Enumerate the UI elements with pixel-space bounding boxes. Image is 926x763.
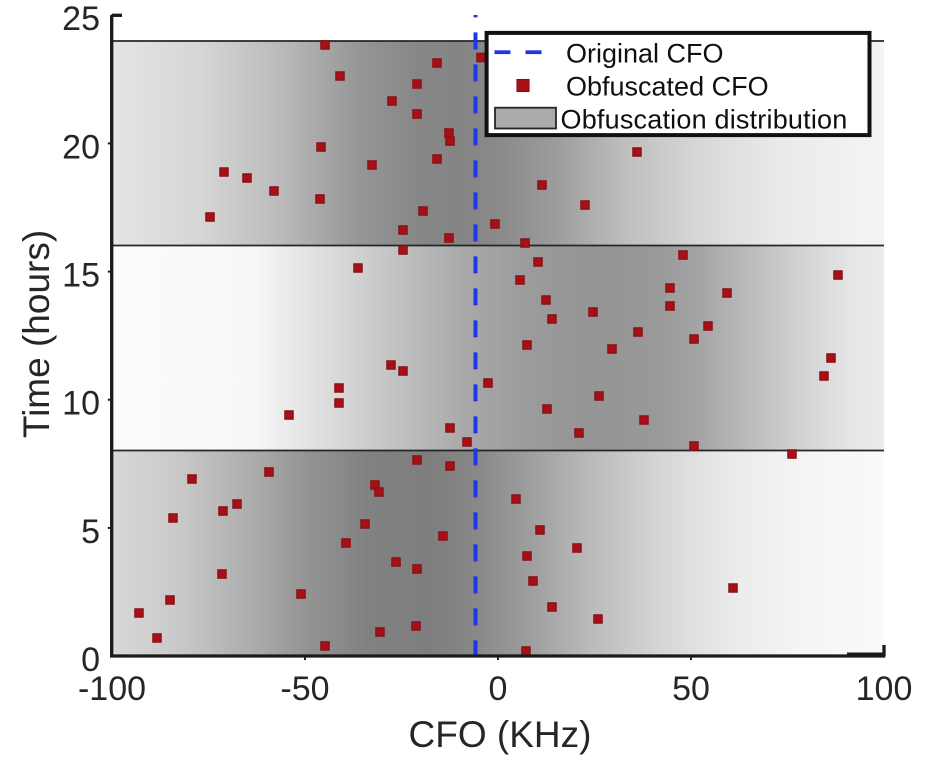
svg-text:-50: -50	[280, 670, 329, 708]
svg-text:50: 50	[672, 670, 710, 708]
svg-text:0: 0	[81, 641, 100, 679]
svg-text:0: 0	[489, 670, 508, 708]
svg-text:25: 25	[62, 0, 100, 38]
svg-text:CFO (KHz): CFO (KHz)	[409, 714, 592, 755]
svg-text:15: 15	[62, 257, 100, 295]
svg-text:Time (hours): Time (hours)	[16, 230, 57, 438]
svg-text:20: 20	[62, 128, 100, 166]
svg-text:10: 10	[62, 385, 100, 423]
svg-text:Obfuscated CFO: Obfuscated CFO	[566, 72, 769, 102]
svg-text:-100: -100	[78, 670, 146, 708]
svg-text:5: 5	[81, 513, 100, 551]
svg-text:Obfuscation distribution: Obfuscation distribution	[561, 104, 848, 134]
svg-text:100: 100	[856, 670, 913, 708]
svg-text:Original CFO: Original CFO	[566, 38, 724, 68]
